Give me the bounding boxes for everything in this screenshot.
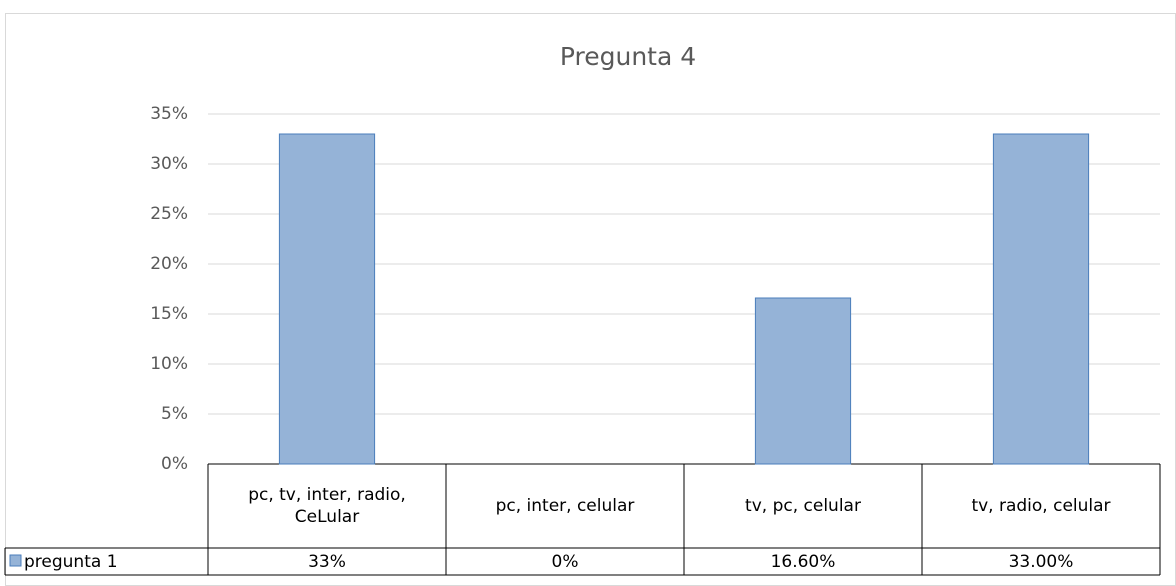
bar [278, 133, 376, 465]
data-table-value: 33% [308, 551, 346, 572]
chart-title: Pregunta 4 [560, 42, 696, 71]
x-tick-label: tv, radio, celular [971, 496, 1111, 516]
chart-border [5, 13, 1176, 586]
x-tick-label: tv, pc, celular [745, 496, 861, 516]
data-table-value: 33.00% [1008, 551, 1074, 572]
y-tick-label: 0% [161, 454, 188, 474]
y-tick-label: 20% [150, 254, 188, 274]
y-tick-label: 15% [150, 304, 188, 324]
x-tick-label: pc, inter, celular [495, 496, 635, 516]
data-table-value: 16.60% [770, 551, 836, 572]
y-tick-label: 35% [150, 104, 188, 124]
x-tick-label: pc, tv, inter, radio, CeLular [248, 485, 406, 527]
y-tick-label: 5% [161, 404, 188, 424]
legend-key [9, 554, 22, 567]
y-tick-label: 25% [150, 204, 188, 224]
y-tick-label: 30% [150, 154, 188, 174]
data-table-value: 0% [551, 551, 579, 572]
bar [754, 297, 852, 465]
legend-label: pregunta 1 [24, 551, 118, 572]
bar [992, 133, 1090, 465]
y-tick-label: 10% [150, 354, 188, 374]
